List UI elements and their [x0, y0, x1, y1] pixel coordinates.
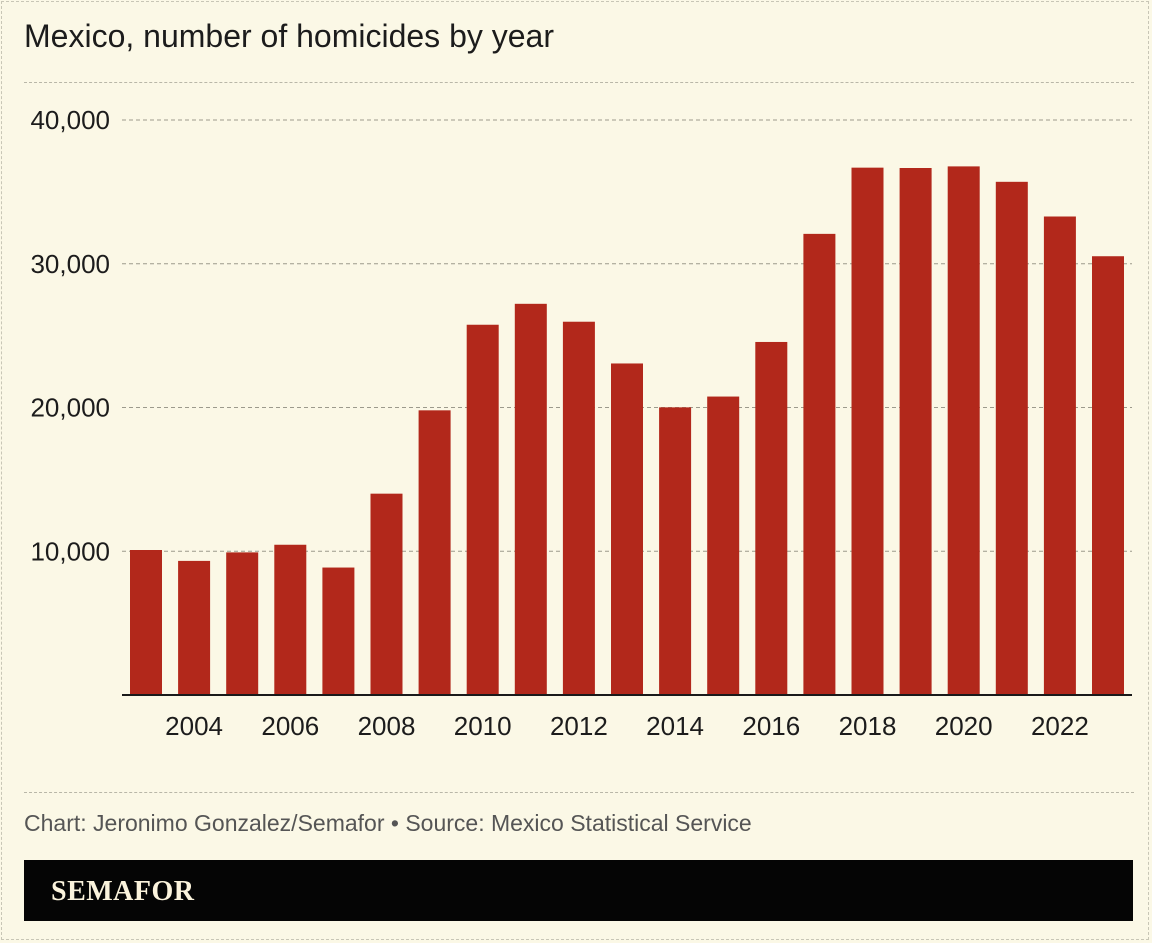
- bar-2013: [611, 363, 643, 695]
- title-divider: [24, 82, 1134, 83]
- x-tick-label: 2008: [358, 711, 416, 741]
- x-axis-ticks: 2004 2006 2008 2010 2012 2014 2016 2018 2020 2022: [165, 711, 1089, 741]
- y-tick-label: 10,000: [30, 536, 110, 566]
- bar-chart: 10,000 20,000 30,000 40,000 2004 2006 2008 201…: [30, 105, 1132, 741]
- bar-2006: [274, 544, 307, 695]
- brand-logo: SEMAFOR: [51, 876, 195, 907]
- bar-2007: [322, 567, 355, 695]
- y-tick-label: 30,000: [30, 249, 110, 279]
- bar-2017: [803, 233, 836, 695]
- bar-2020: [947, 166, 980, 695]
- y-tick-label: 40,000: [30, 105, 110, 135]
- brand-bar: SEMAFOR: [24, 860, 1133, 921]
- bar-2016: [755, 341, 788, 695]
- bar-2021: [995, 181, 1028, 695]
- x-tick-label: 2006: [261, 711, 319, 741]
- y-tick-label: 20,000: [30, 393, 110, 423]
- bar-2023: [1092, 256, 1124, 695]
- bar-2012: [562, 321, 595, 695]
- bar-2011: [514, 303, 547, 695]
- bar-2022: [1043, 216, 1076, 695]
- bar-2009: [418, 410, 451, 695]
- x-tick-label: 2022: [1031, 711, 1089, 741]
- chart-title: Mexico, number of homicides by year: [24, 18, 554, 54]
- x-tick-label: 2020: [935, 711, 993, 741]
- x-tick-label: 2010: [454, 711, 512, 741]
- x-tick-label: 2016: [742, 711, 800, 741]
- bar-2019: [899, 167, 932, 696]
- bar-2015: [707, 396, 740, 695]
- bar-2005: [226, 552, 259, 695]
- bar-2010: [466, 324, 499, 695]
- bars: [130, 166, 1124, 696]
- bar-2008: [370, 493, 403, 695]
- x-tick-label: 2018: [839, 711, 897, 741]
- y-axis-ticks: 10,000 20,000 30,000 40,000: [30, 105, 110, 566]
- bar-2004: [178, 560, 211, 695]
- bar-2018: [851, 167, 884, 695]
- footer-divider: [24, 792, 1134, 793]
- bar-2003: [130, 549, 162, 695]
- x-tick-label: 2004: [165, 711, 223, 741]
- x-tick-label: 2014: [646, 711, 704, 741]
- chart-credit: Chart: Jeronimo Gonzalez/Semafor • Sourc…: [24, 810, 752, 836]
- x-tick-label: 2012: [550, 711, 608, 741]
- bar-2014: [659, 407, 692, 695]
